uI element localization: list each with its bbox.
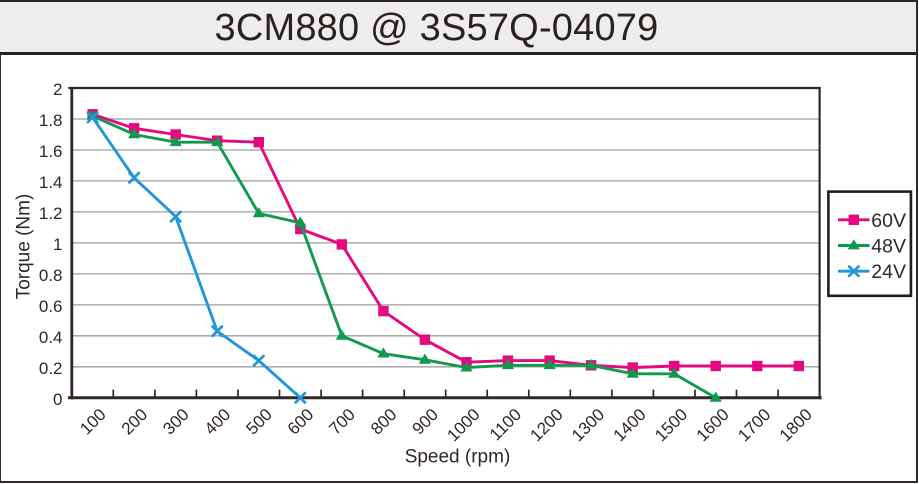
svg-text:1.6: 1.6 (39, 142, 63, 161)
svg-text:1100: 1100 (486, 405, 525, 444)
svg-text:1000: 1000 (443, 405, 483, 445)
svg-text:0.2: 0.2 (39, 359, 63, 378)
svg-text:600: 600 (284, 405, 317, 438)
svg-text:0.8: 0.8 (39, 266, 63, 285)
svg-text:1.2: 1.2 (39, 204, 63, 223)
svg-text:Torque (Nm): Torque (Nm) (14, 194, 35, 300)
svg-text:900: 900 (409, 405, 442, 438)
svg-text:1700: 1700 (734, 405, 774, 445)
svg-text:1400: 1400 (610, 405, 650, 445)
svg-text:0: 0 (53, 390, 62, 409)
svg-text:400: 400 (201, 405, 234, 438)
svg-text:800: 800 (367, 405, 400, 438)
svg-text:300: 300 (159, 405, 192, 438)
svg-text:500: 500 (242, 405, 275, 438)
svg-text:1600: 1600 (693, 405, 733, 445)
svg-text:1.4: 1.4 (39, 173, 63, 192)
svg-text:1.8: 1.8 (39, 111, 63, 130)
svg-text:700: 700 (325, 405, 358, 438)
svg-text:100: 100 (76, 405, 109, 438)
svg-text:0.4: 0.4 (39, 328, 63, 347)
svg-text:1200: 1200 (527, 405, 567, 445)
svg-text:0.6: 0.6 (39, 297, 63, 316)
svg-text:2: 2 (53, 80, 62, 99)
svg-text:1500: 1500 (651, 405, 691, 445)
svg-text:Speed (rpm): Speed (rpm) (405, 447, 511, 468)
svg-text:60V: 60V (871, 210, 906, 232)
svg-text:1800: 1800 (776, 405, 816, 445)
svg-text:1300: 1300 (568, 405, 608, 445)
svg-text:24V: 24V (871, 261, 906, 283)
svg-text:200: 200 (118, 405, 151, 438)
svg-text:48V: 48V (871, 236, 906, 258)
svg-text:1: 1 (53, 235, 62, 254)
